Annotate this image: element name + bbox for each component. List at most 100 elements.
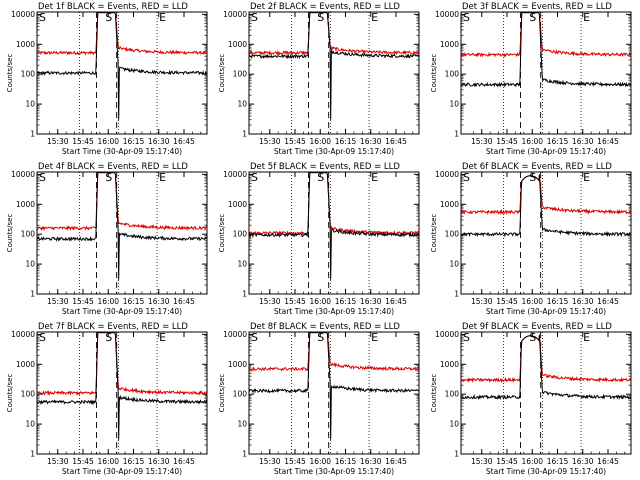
lld-series-line <box>461 334 631 384</box>
x-tick-label: 15:45 <box>284 457 306 466</box>
x-tick-label: 15:45 <box>72 297 94 306</box>
y-axis-label: Counts/sec <box>6 374 14 413</box>
panel-det-2: Det 2f BLACK = Events, RED = LLD 1 10 100 10… <box>218 2 420 156</box>
y-tick-label: 10000 <box>11 330 35 339</box>
y-tick-label: 1 <box>454 450 459 459</box>
x-tick-label: 16:30 <box>572 137 594 146</box>
x-tick-label: 15:30 <box>259 137 281 146</box>
y-tick-label: 1000 <box>440 40 459 49</box>
y-axis-label: Counts/sec <box>6 54 14 93</box>
lld-series-line <box>461 12 631 58</box>
x-axis-label: Start Time (30-Apr-09 15:17:40) <box>62 307 182 316</box>
x-tick-label: 16:15 <box>547 297 569 306</box>
panel-title: Det 3f BLACK = Events, RED = LLD <box>462 2 612 12</box>
x-tick-label: 15:30 <box>47 297 69 306</box>
y-tick-label: 10000 <box>223 10 247 19</box>
panel-det-3: Det 3f BLACK = Events, RED = LLD 1 10 100 10… <box>430 2 632 156</box>
y-tick-label: 1000 <box>228 40 247 49</box>
x-tick-label: 16:00 <box>309 457 331 466</box>
panel-det-1: Det 1f BLACK = Events, RED = LLD 1 10 100 10… <box>6 2 208 156</box>
x-tick-label: 16:30 <box>148 137 170 146</box>
start-marker: S <box>317 331 324 344</box>
y-tick-label: 100 <box>233 230 248 239</box>
y-axis-label: Counts/sec <box>430 54 438 93</box>
x-tick-label: 16:45 <box>385 137 407 146</box>
x-tick-label: 16:30 <box>572 297 594 306</box>
y-tick-label: 1 <box>242 290 247 299</box>
x-tick-label: 16:45 <box>173 457 195 466</box>
x-tick-label: 16:30 <box>360 137 382 146</box>
y-tick-label: 1000 <box>228 360 247 369</box>
x-tick-label: 15:30 <box>47 457 69 466</box>
events-series-line <box>461 335 631 401</box>
lld-series-line <box>37 12 207 56</box>
events-series-line <box>37 12 207 120</box>
y-axis-label: Counts/sec <box>218 374 226 413</box>
x-tick-label: 15:45 <box>496 297 518 306</box>
x-tick-label: 16:15 <box>123 297 145 306</box>
x-tick-label: 16:30 <box>360 457 382 466</box>
left-marker: S <box>463 331 470 344</box>
x-tick-label: 15:30 <box>47 137 69 146</box>
y-tick-label: 1 <box>242 450 247 459</box>
end-marker: E <box>583 171 590 184</box>
y-axis-label: Counts/sec <box>430 214 438 253</box>
x-tick-label: 16:30 <box>360 297 382 306</box>
left-marker: S <box>39 11 46 24</box>
y-tick-label: 10000 <box>435 330 459 339</box>
y-tick-label: 100 <box>21 390 36 399</box>
x-axis-label: Start Time (30-Apr-09 15:17:40) <box>274 147 394 156</box>
x-tick-label: 16:30 <box>148 457 170 466</box>
y-tick-label: 100 <box>445 390 460 399</box>
events-series-line <box>37 172 207 280</box>
x-tick-label: 16:15 <box>547 137 569 146</box>
start-marker: S <box>529 11 536 24</box>
x-tick-label: 15:30 <box>259 457 281 466</box>
x-tick-label: 15:45 <box>72 137 94 146</box>
x-tick-label: 15:45 <box>284 137 306 146</box>
y-tick-label: 100 <box>233 390 248 399</box>
left-marker: S <box>463 171 470 184</box>
panel-title: Det 9f BLACK = Events, RED = LLD <box>462 322 612 332</box>
x-tick-label: 16:45 <box>597 457 619 466</box>
y-tick-label: 1 <box>454 290 459 299</box>
y-axis-label: Counts/sec <box>430 374 438 413</box>
x-tick-label: 16:15 <box>335 137 357 146</box>
lld-series-line <box>461 174 631 216</box>
x-tick-label: 15:45 <box>496 457 518 466</box>
lld-series-line <box>249 332 419 372</box>
y-tick-label: 1000 <box>440 200 459 209</box>
start-marker: S <box>105 331 112 344</box>
panel-det-8: Det 8f BLACK = Events, RED = LLD 1 10 100 10… <box>218 322 420 476</box>
panel-title: Det 2f BLACK = Events, RED = LLD <box>250 2 400 12</box>
start-marker: S <box>317 171 324 184</box>
x-tick-label: 15:45 <box>496 137 518 146</box>
events-series-line <box>461 175 631 238</box>
x-tick-label: 16:45 <box>597 297 619 306</box>
y-tick-label: 1 <box>30 130 35 139</box>
y-axis-label: Counts/sec <box>218 214 226 253</box>
x-tick-label: 15:30 <box>471 137 493 146</box>
panel-det-7: Det 7f BLACK = Events, RED = LLD 1 10 100 10… <box>6 322 208 476</box>
y-tick-label: 100 <box>233 70 248 79</box>
left-marker: S <box>251 171 258 184</box>
x-axis-label: Start Time (30-Apr-09 15:17:40) <box>62 467 182 476</box>
x-tick-label: 16:00 <box>521 297 543 306</box>
x-tick-label: 16:15 <box>547 457 569 466</box>
x-tick-label: 16:00 <box>97 137 119 146</box>
y-axis-label: Counts/sec <box>6 214 14 253</box>
y-tick-label: 100 <box>21 230 36 239</box>
end-marker: E <box>159 171 166 184</box>
events-series-line <box>249 172 419 280</box>
left-marker: S <box>463 11 470 24</box>
x-tick-label: 16:45 <box>173 137 195 146</box>
y-tick-label: 10 <box>237 100 247 109</box>
panel-det-5: Det 5f BLACK = Events, RED = LLD 1 10 100 10… <box>218 162 420 316</box>
panel-det-9: Det 9f BLACK = Events, RED = LLD 1 10 100 10… <box>430 322 632 476</box>
start-marker: S <box>105 171 112 184</box>
plot-frame <box>460 331 632 455</box>
x-tick-label: 16:00 <box>97 297 119 306</box>
x-tick-label: 16:30 <box>572 457 594 466</box>
start-marker: S <box>529 171 536 184</box>
left-marker: S <box>39 171 46 184</box>
